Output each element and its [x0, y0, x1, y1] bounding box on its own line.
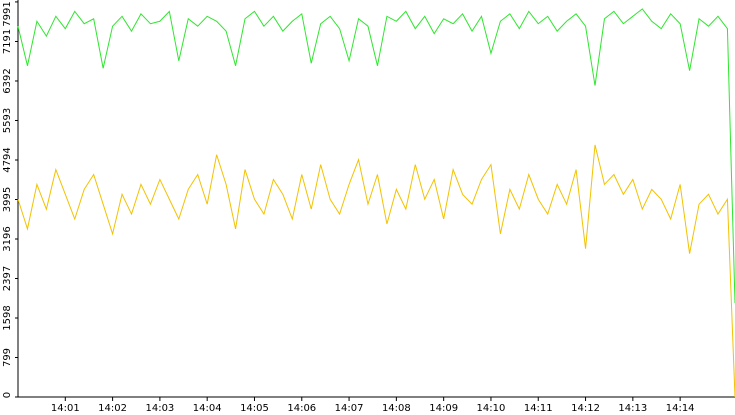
- y-tick-label: 799: [2, 348, 13, 367]
- y-tick-label: 1598: [2, 305, 13, 330]
- x-tick-label: 14:06: [287, 403, 316, 414]
- y-tick-label: 7991: [2, 1, 13, 26]
- y-tick-label: 4794: [2, 147, 13, 172]
- series-line: [17, 144, 735, 398]
- x-tick-label: 14:07: [335, 403, 364, 414]
- y-tick-label: 3995: [2, 187, 13, 212]
- x-tick-label: 14:03: [145, 403, 174, 414]
- x-tick-label: 14:01: [51, 403, 80, 414]
- x-tick-label: 14:10: [477, 403, 506, 414]
- x-tick-label: 14:02: [98, 403, 127, 414]
- x-tick-label: 14:12: [571, 403, 600, 414]
- x-tick-label: 14:08: [382, 403, 411, 414]
- x-tick-label: 14:04: [193, 403, 222, 414]
- y-tick-label: 7191: [2, 29, 13, 54]
- x-tick-label: 14:09: [429, 403, 458, 414]
- y-tick-label: 0: [2, 392, 13, 398]
- y-tick-label: 3196: [2, 226, 13, 251]
- series-line: [17, 8, 735, 304]
- x-tick-label: 14:11: [524, 403, 553, 414]
- y-tick-label: 2397: [2, 266, 13, 291]
- x-tick-label: 14:14: [666, 403, 695, 414]
- y-tick-label: 5593: [2, 108, 13, 133]
- x-tick-label: 14:13: [618, 403, 647, 414]
- x-tick-label: 14:05: [240, 403, 269, 414]
- y-tick-label: 6392: [2, 68, 13, 93]
